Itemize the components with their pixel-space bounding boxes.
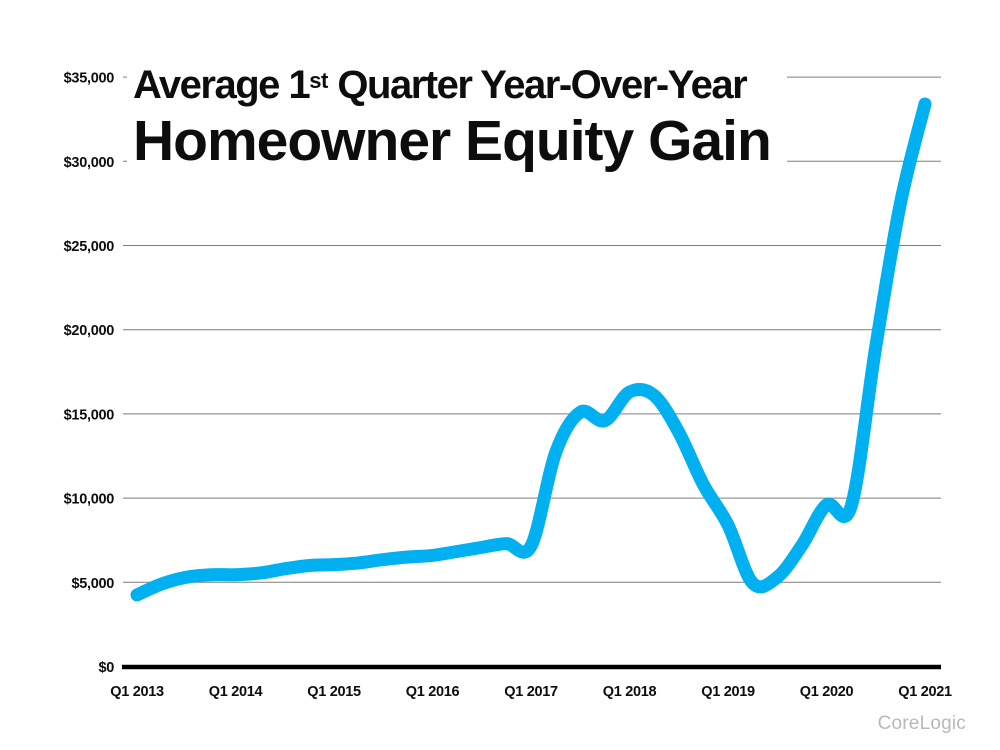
chart-title-line1-prefix: Average 1 — [133, 63, 311, 107]
chart-title-line1: Average 1st Quarter Year-Over-Year — [133, 62, 771, 108]
x-tick-label: Q1 2016 — [406, 684, 460, 700]
x-tick-label: Q1 2014 — [209, 684, 263, 700]
x-tick-label: Q1 2019 — [701, 684, 755, 700]
x-tick-label: Q1 2013 — [110, 684, 164, 700]
x-tick-label: Q1 2015 — [307, 684, 361, 700]
x-tick-label: Q1 2018 — [603, 684, 657, 700]
y-tick-label: $15,000 — [64, 407, 115, 423]
y-tick-label: $35,000 — [64, 71, 115, 87]
y-tick-label: $30,000 — [64, 155, 115, 171]
y-tick-label: $20,000 — [64, 323, 115, 339]
x-tick-label: Q1 2017 — [504, 684, 558, 700]
x-tick-label: Q1 2021 — [898, 684, 952, 700]
y-tick-label: $10,000 — [64, 492, 115, 508]
chart-title-line1-suffix: Quarter Year-Over-Year — [327, 63, 747, 107]
x-tick-label: Q1 2020 — [800, 684, 854, 700]
chart-title: Average 1st Quarter Year-Over-Year Homeo… — [127, 60, 787, 180]
source-attribution: CoreLogic — [877, 713, 966, 734]
y-tick-label: $5,000 — [71, 576, 114, 592]
y-tick-label: $0 — [98, 660, 114, 676]
equity-gain-series-line — [130, 97, 932, 602]
y-tick-label: $25,000 — [64, 239, 115, 255]
chart-title-line2: Homeowner Equity Gain — [133, 109, 772, 173]
chart-title-ordinal-suffix: st — [309, 68, 328, 94]
